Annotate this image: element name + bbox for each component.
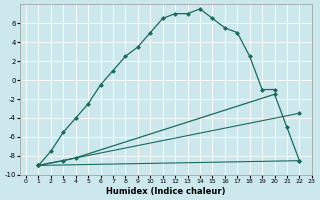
- X-axis label: Humidex (Indice chaleur): Humidex (Indice chaleur): [106, 187, 226, 196]
